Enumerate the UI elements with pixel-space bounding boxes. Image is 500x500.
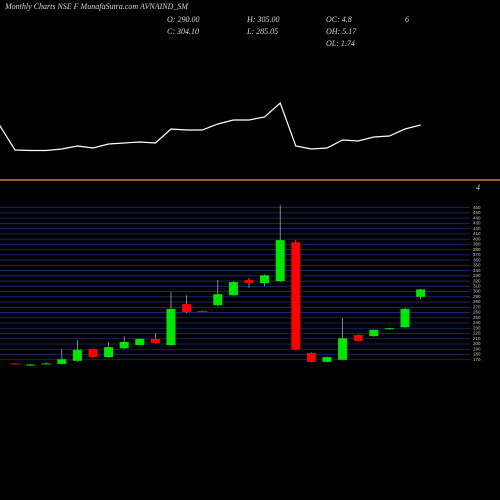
candle-body [10, 363, 20, 365]
y-tick-label: 460 [473, 205, 481, 210]
y-tick-label: 280 [473, 299, 481, 304]
y-tick-label: 320 [473, 278, 481, 283]
candle-body [57, 359, 67, 364]
y-tick-label: 220 [473, 331, 481, 336]
candle-body [26, 364, 36, 366]
y-tick-label: 380 [473, 247, 481, 252]
candle-body [150, 338, 160, 343]
indicator-line [0, 101, 421, 152]
candle-body [306, 352, 316, 362]
y-tick-label: 370 [473, 252, 481, 257]
y-tick-label: 440 [473, 215, 481, 220]
y-tick-label: 350 [473, 263, 481, 268]
candle-body [41, 363, 51, 365]
candle-body [353, 335, 363, 341]
candle-body [244, 280, 254, 284]
candle-body [322, 357, 332, 362]
candle-body [213, 294, 223, 306]
y-tick-label: 170 [473, 357, 481, 362]
y-tick-label: 210 [473, 336, 481, 341]
candle-body [400, 308, 410, 328]
y-tick-label: 390 [473, 242, 481, 247]
candle-body [369, 329, 379, 337]
y-tick-label: 300 [473, 289, 481, 294]
y-tick-label: 200 [473, 341, 481, 346]
candle-body [260, 275, 270, 284]
candle-body [384, 328, 394, 330]
candle-body [416, 289, 426, 297]
y-tick-label: 240 [473, 320, 481, 325]
y-tick-label: 290 [473, 294, 481, 299]
symbol: AVNAIND_SM [139, 2, 189, 11]
y-tick-label: 410 [473, 231, 481, 236]
y-tick-label: 180 [473, 352, 481, 357]
stat: H: 305.00 [246, 15, 279, 24]
y-tick-label: 270 [473, 304, 481, 309]
candle-body [182, 304, 192, 313]
stat: OL: 1.74 [326, 39, 355, 48]
candle-body [166, 308, 176, 346]
stat: OH: 5.17 [326, 27, 357, 36]
candle-body [275, 240, 285, 282]
candle-body [197, 310, 207, 312]
y-tick-label: 250 [473, 315, 481, 320]
y-tick-label: 310 [473, 283, 481, 288]
candle-body [291, 242, 301, 350]
stat: L: 285.05 [246, 27, 278, 36]
stat: C: 304.10 [167, 27, 199, 36]
y-tick-label: 260 [473, 310, 481, 315]
candle-body [135, 338, 145, 346]
candle-body [119, 341, 129, 349]
stat: OC: 4.8 [326, 15, 352, 24]
stat: O: 290.00 [167, 15, 199, 24]
candle-body [88, 349, 98, 358]
stat: 6 [405, 15, 409, 24]
y-tick-label: 420 [473, 226, 481, 231]
y-tick-label: 230 [473, 325, 481, 330]
y-tick-label: 190 [473, 346, 481, 351]
y-tick-label: 450 [473, 210, 481, 215]
candle-body [72, 349, 82, 361]
corner-label: 4 [476, 183, 480, 192]
y-tick-label: 340 [473, 268, 481, 273]
y-tick-label: 330 [473, 273, 481, 278]
candle-body [104, 347, 114, 358]
candle-body [338, 338, 348, 360]
y-tick-label: 400 [473, 236, 481, 241]
chart-title: Monthly Charts NSE F MunafaSutra.com [4, 2, 138, 11]
y-tick-label: 430 [473, 221, 481, 226]
candle-body [228, 282, 238, 296]
y-tick-label: 360 [473, 257, 481, 262]
